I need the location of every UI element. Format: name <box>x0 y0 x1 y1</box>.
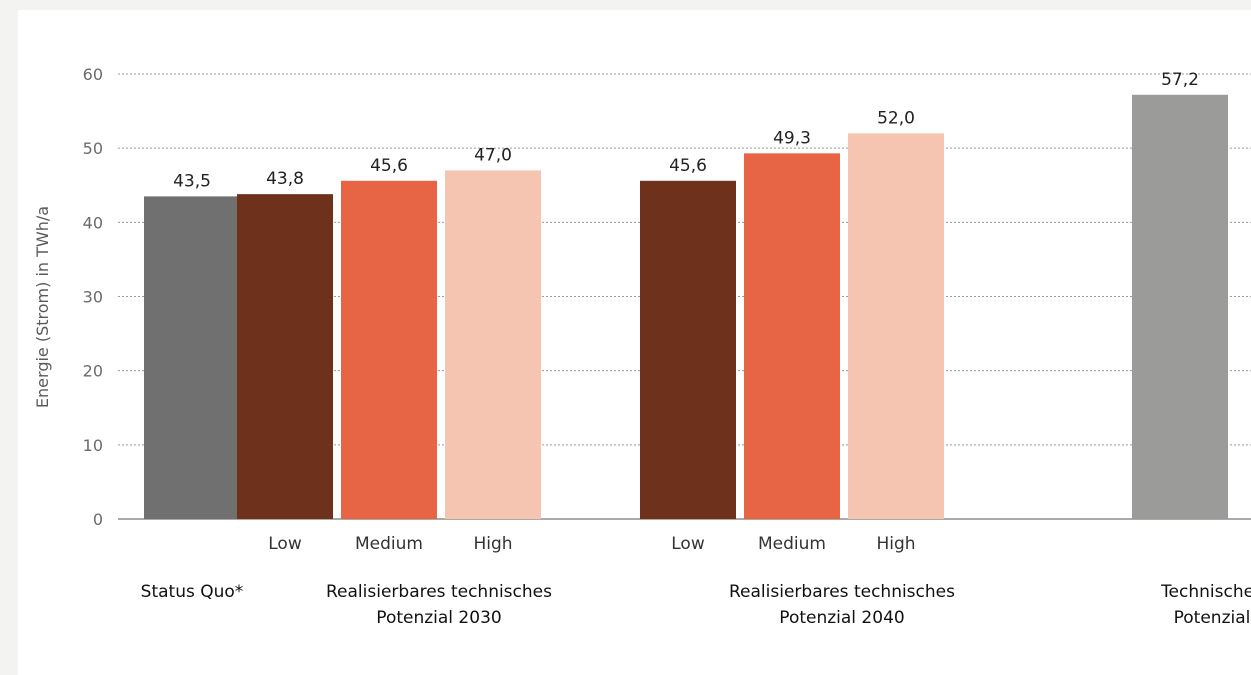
bar <box>640 180 736 520</box>
bar-value-label: 43,8 <box>266 169 304 189</box>
chart-panel: 0 10 20 30 40 50 60 43,5 43,8 Low 45,6 Medium 47,0 H… <box>18 10 1251 675</box>
bar <box>1132 94 1228 520</box>
bar <box>341 180 437 520</box>
bar <box>445 170 541 519</box>
bar-value-label: 45,6 <box>669 156 707 176</box>
y-tick-label: 20 <box>83 362 103 381</box>
group-label: Potenzial 2040 <box>779 608 904 628</box>
bar-value-label: 47,0 <box>474 145 512 165</box>
bar-value-label: 49,3 <box>773 128 811 148</box>
bar-category-label: Low <box>268 534 302 554</box>
group-label: Potenzial 2030 <box>376 608 501 628</box>
bar-value-label: 45,6 <box>370 156 408 176</box>
y-tick-label: 60 <box>83 65 103 84</box>
bar-category-label: Medium <box>758 534 826 554</box>
y-tick-label: 10 <box>83 436 103 455</box>
group-label: Realisierbares technisches <box>326 582 552 602</box>
y-axis-ticks: 0 10 20 30 40 50 60 <box>83 65 103 529</box>
bar-value-label: 57,2 <box>1161 70 1199 90</box>
group-label: Status Quo* <box>141 582 244 602</box>
labels: 43,5 43,8 Low 45,6 Medium 47,0 High 45,6 Low 49,3… <box>141 70 1251 628</box>
bar-value-label: 43,5 <box>173 171 211 191</box>
y-tick-label: 0 <box>93 510 103 529</box>
bar-category-label: High <box>473 534 512 554</box>
bar <box>848 133 944 519</box>
bar <box>744 153 840 519</box>
group-label: Potenzial <box>1174 608 1251 628</box>
bar-category-label: High <box>876 534 915 554</box>
bar-value-label: 52,0 <box>877 108 915 128</box>
y-tick-label: 30 <box>83 288 103 307</box>
bars <box>144 94 1228 520</box>
bar <box>237 194 333 519</box>
bar-category-label: Low <box>671 534 705 554</box>
bar-category-label: Medium <box>355 534 423 554</box>
y-axis-title: Energie (Strom) in TWh/a <box>33 206 52 408</box>
group-label: Technisches <box>1160 582 1251 602</box>
group-label: Realisierbares technisches <box>729 582 955 602</box>
y-tick-label: 50 <box>83 139 103 158</box>
bar <box>144 196 240 519</box>
bar-chart: 0 10 20 30 40 50 60 43,5 43,8 Low 45,6 Medium 47,0 H… <box>33 65 1251 628</box>
y-tick-label: 40 <box>83 213 103 232</box>
